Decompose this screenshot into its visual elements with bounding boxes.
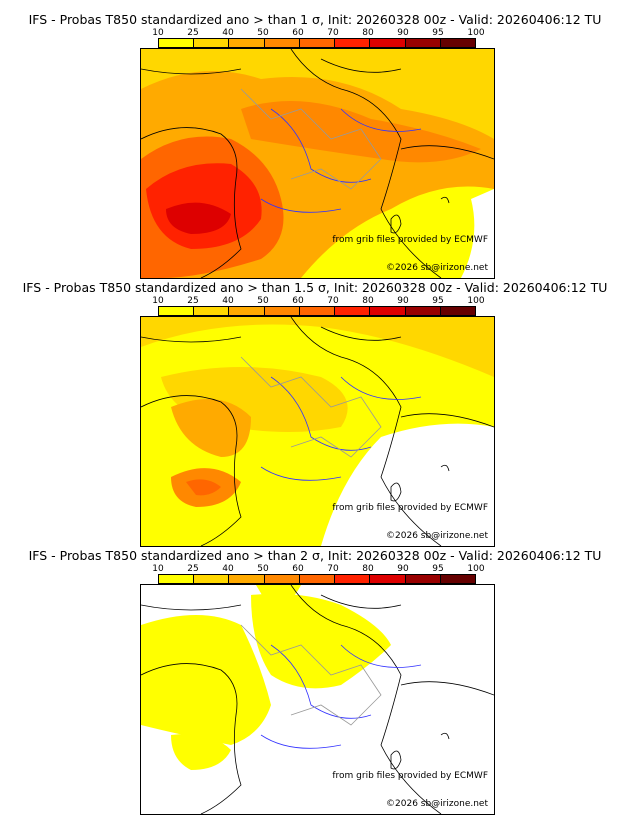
colorbar-cell: [370, 575, 406, 583]
copyright-credit: ©2026 sb@irizone.net: [386, 799, 488, 809]
colorbar-tick: 60: [292, 28, 304, 38]
probability-map: from grib files provided by ECMWF ©2026 …: [140, 48, 495, 279]
colorbar-cell: [264, 307, 300, 315]
colorbar-cell: [370, 39, 406, 47]
colorbar-cell: [299, 307, 336, 315]
colorbar-cell: [264, 575, 300, 583]
colorbar-cell: [440, 39, 475, 47]
colorbar-tick: 70: [327, 296, 339, 306]
colorbar-tick: 100: [467, 564, 485, 574]
colorbar-cell: [405, 575, 441, 583]
colorbar-cell: [335, 39, 371, 47]
colorbar-tick: 70: [327, 28, 339, 38]
colorbar-tick: 60: [292, 564, 304, 574]
probability-map: from grib files provided by ECMWF ©2026 …: [140, 316, 495, 547]
colorbar-tick: 95: [432, 28, 444, 38]
colorbar-tick: 25: [187, 564, 199, 574]
source-credit: from grib files provided by ECMWF: [332, 503, 488, 513]
colorbar-cell: [229, 39, 265, 47]
colorbar-tick: 40: [222, 296, 234, 306]
colorbar-tick: 10: [152, 564, 164, 574]
colorbar-cell: [159, 575, 195, 583]
colorbar: [158, 306, 476, 316]
colorbar-tick: 90: [397, 296, 409, 306]
colorbar-cell: [440, 575, 475, 583]
colorbar-tick: 80: [362, 564, 374, 574]
colorbar-tick: 50: [257, 28, 269, 38]
colorbar-tick: 60: [292, 296, 304, 306]
colorbar-tick: 10: [152, 28, 164, 38]
colorbar-ticks: 10 25 40 50 60 70 80 90 95 100: [140, 564, 484, 574]
colorbar-cell: [335, 307, 371, 315]
colorbar-tick: 90: [397, 564, 409, 574]
colorbar-tick: 25: [187, 28, 199, 38]
map-svg: [141, 317, 494, 546]
colorbar: [158, 38, 476, 48]
probability-map: from grib files provided by ECMWF ©2026 …: [140, 584, 495, 815]
colorbar-cell: [194, 575, 230, 583]
panel-title: IFS - Probas T850 standardized ano > tha…: [28, 12, 602, 27]
colorbar-tick: 100: [467, 296, 485, 306]
colorbar-cell: [335, 575, 371, 583]
colorbar-cell: [299, 575, 336, 583]
colorbar-tick: 100: [467, 28, 485, 38]
panel-title: IFS - Probas T850 standardized ano > tha…: [28, 548, 602, 563]
copyright-credit: ©2026 sb@irizone.net: [386, 263, 488, 273]
colorbar-ticks: 10 25 40 50 60 70 80 90 95 100: [140, 296, 484, 306]
source-credit: from grib files provided by ECMWF: [332, 771, 488, 781]
panel-title: IFS - Probas T850 standardized ano > tha…: [22, 280, 608, 295]
colorbar-ticks: 10 25 40 50 60 70 80 90 95 100: [140, 28, 484, 38]
colorbar-tick: 50: [257, 564, 269, 574]
colorbar-cell: [159, 307, 195, 315]
map-svg: [141, 49, 494, 278]
colorbar-tick: 40: [222, 28, 234, 38]
colorbar-tick: 50: [257, 296, 269, 306]
colorbar-tick: 70: [327, 564, 339, 574]
colorbar-tick: 25: [187, 296, 199, 306]
source-credit: from grib files provided by ECMWF: [332, 235, 488, 245]
colorbar-cell: [370, 307, 406, 315]
colorbar-cell: [229, 307, 265, 315]
colorbar-cell: [229, 575, 265, 583]
colorbar-tick: 80: [362, 296, 374, 306]
copyright-credit: ©2026 sb@irizone.net: [386, 531, 488, 541]
colorbar-cell: [194, 39, 230, 47]
colorbar-cell: [405, 307, 441, 315]
colorbar-tick: 40: [222, 564, 234, 574]
colorbar-tick: 95: [432, 296, 444, 306]
colorbar-cell: [299, 39, 336, 47]
map-svg: [141, 585, 494, 814]
colorbar-cell: [405, 39, 441, 47]
colorbar-cell: [440, 307, 475, 315]
colorbar-cell: [194, 307, 230, 315]
colorbar-cell: [264, 39, 300, 47]
colorbar-tick: 10: [152, 296, 164, 306]
colorbar-cell: [159, 39, 195, 47]
colorbar: [158, 574, 476, 584]
colorbar-tick: 80: [362, 28, 374, 38]
colorbar-tick: 90: [397, 28, 409, 38]
colorbar-tick: 95: [432, 564, 444, 574]
